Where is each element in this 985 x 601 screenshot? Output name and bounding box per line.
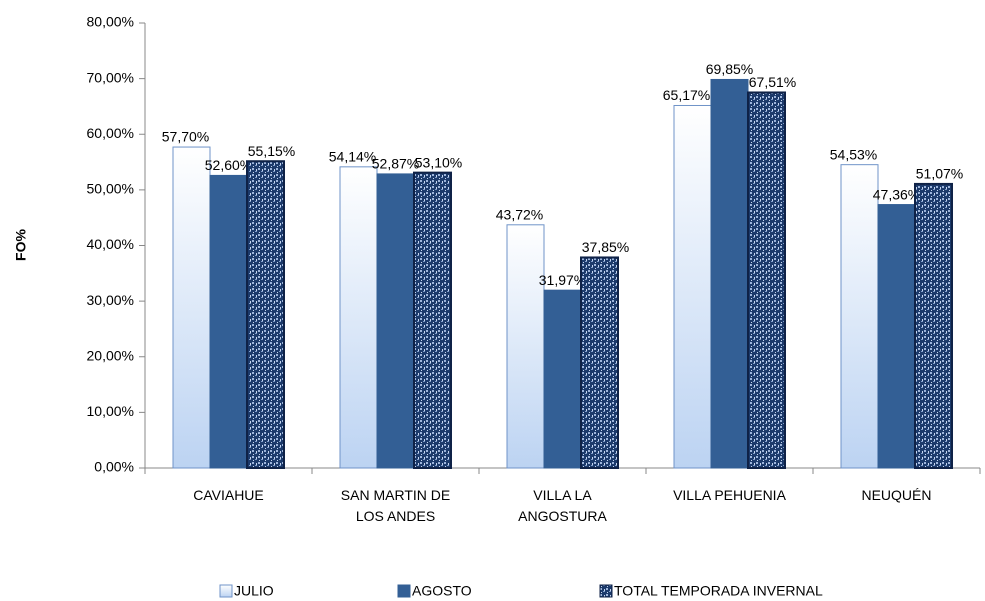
data-label: 37,85% <box>582 239 629 255</box>
y-tick-label: 30,00% <box>87 292 134 308</box>
bar <box>543 289 582 469</box>
y-tick-label: 80,00% <box>87 14 134 30</box>
bar <box>580 256 619 469</box>
x-tick-label: VILLA PEHUENIA <box>673 487 786 503</box>
data-label: 31,97% <box>539 272 586 288</box>
x-tick-label: SAN MARTIN DE LOS ANDES <box>341 487 450 524</box>
data-label: 53,10% <box>415 154 462 170</box>
data-label: 54,14% <box>329 149 376 165</box>
bar <box>376 173 415 469</box>
bar <box>747 91 786 470</box>
bar <box>172 146 211 469</box>
x-tick-label: CAVIAHUE <box>193 487 264 503</box>
bar <box>246 160 285 469</box>
bar <box>840 164 879 469</box>
bar <box>209 174 248 469</box>
legend-label: JULIO <box>234 583 274 599</box>
data-label: 43,72% <box>496 207 543 223</box>
y-tick-label: 50,00% <box>87 181 134 197</box>
bar <box>710 78 749 469</box>
legend-swatch <box>219 584 233 598</box>
legend-label: AGOSTO <box>412 583 472 599</box>
data-label: 47,36% <box>873 186 920 202</box>
y-tick-label: 10,00% <box>87 403 134 419</box>
legend-swatch <box>397 584 411 598</box>
data-label: 54,53% <box>830 146 877 162</box>
data-label: 55,15% <box>248 143 295 159</box>
y-tick-label: 0,00% <box>94 459 134 475</box>
data-label: 52,87% <box>372 156 419 172</box>
bar <box>877 204 916 469</box>
data-label: 57,70% <box>162 129 209 145</box>
data-label: 51,07% <box>916 166 963 182</box>
bar <box>673 104 712 469</box>
y-tick-label: 70,00% <box>87 69 134 85</box>
data-label: 52,60% <box>205 157 252 173</box>
bar <box>914 182 953 469</box>
bar <box>506 224 545 469</box>
y-tick-label: 40,00% <box>87 236 134 252</box>
y-tick-label: 20,00% <box>87 347 134 363</box>
bar <box>413 171 452 469</box>
data-label: 65,17% <box>663 87 710 103</box>
y-axis-label: FO% <box>13 229 29 261</box>
legend-swatch <box>599 584 613 598</box>
data-label: 67,51% <box>749 74 796 90</box>
x-tick-label: VILLA LA ANGOSTURA <box>518 487 607 524</box>
bar <box>339 166 378 469</box>
y-tick-label: 60,00% <box>87 125 134 141</box>
x-tick-label: NEUQUÉN <box>861 487 931 503</box>
data-label: 69,85% <box>706 61 753 77</box>
legend-label: TOTAL TEMPORADA INVERNAL <box>614 583 823 599</box>
